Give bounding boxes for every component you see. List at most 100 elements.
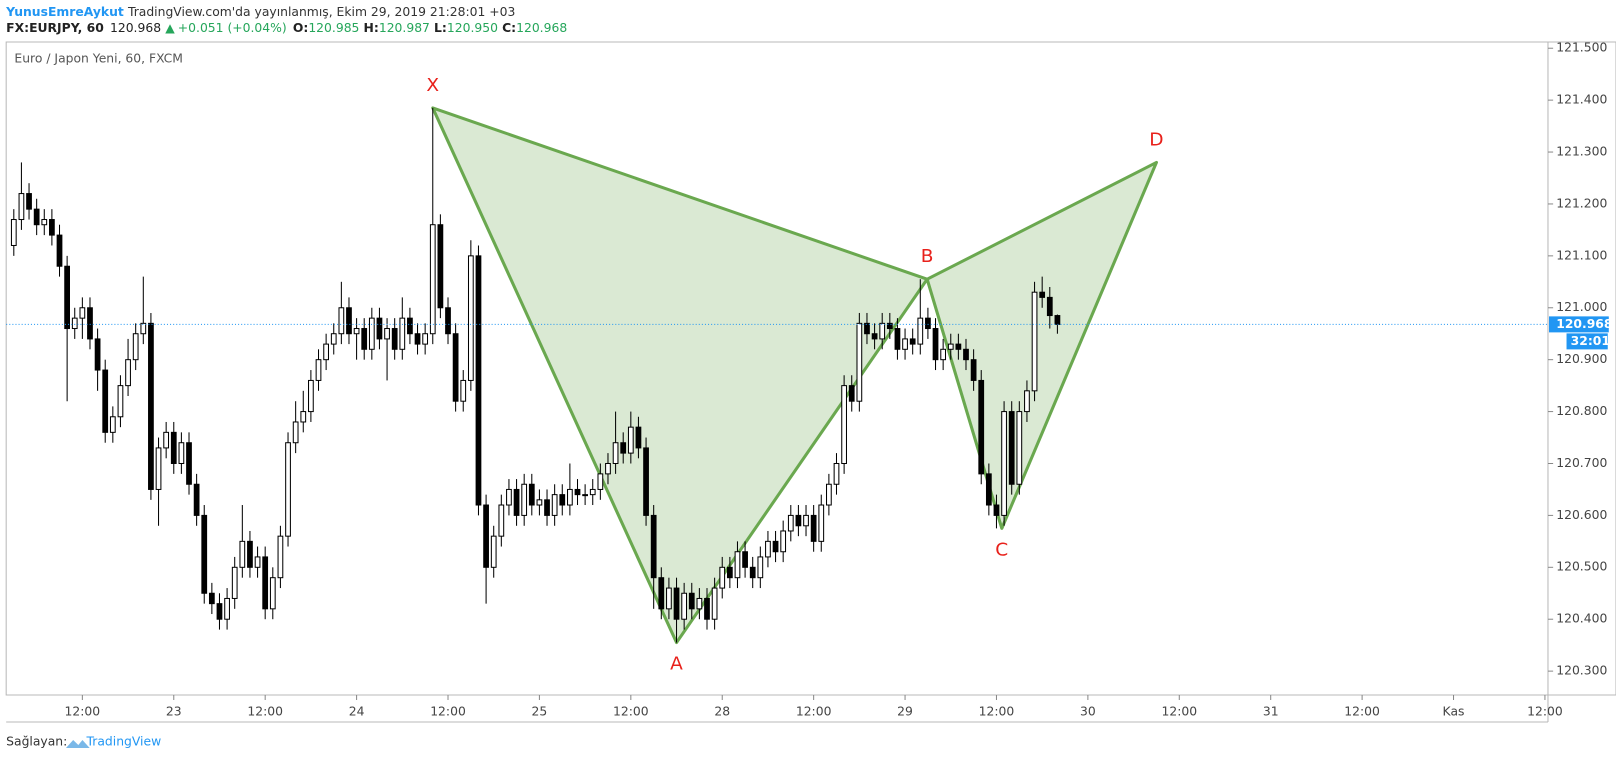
candle-body <box>483 504 489 568</box>
y-tick-label: 120.300 <box>1556 664 1607 678</box>
candle-body <box>559 494 566 506</box>
candle-body <box>506 488 512 506</box>
candle-body <box>681 592 688 620</box>
candle-body <box>650 514 657 579</box>
candle-body <box>742 551 748 568</box>
candle-body <box>902 338 908 350</box>
countdown-label: 32:01 <box>1571 334 1610 348</box>
candle-body <box>643 447 649 516</box>
candle-body <box>71 317 78 330</box>
x-tick-label: 29 <box>897 705 913 719</box>
h-value: 120.987 <box>379 21 430 35</box>
candle-body <box>231 566 238 599</box>
candle-body <box>490 535 497 568</box>
candle-body <box>330 333 337 345</box>
candle-body <box>978 379 985 475</box>
candle-body <box>254 556 261 568</box>
candle-body <box>216 603 223 620</box>
candle-body <box>765 540 771 558</box>
x-tick-label: 12:00 <box>1344 705 1380 719</box>
candle-body <box>597 473 604 490</box>
candle-body <box>726 566 733 579</box>
candle-body <box>841 385 847 464</box>
candle-body <box>170 431 177 464</box>
h-label: H: <box>364 21 379 35</box>
candle-body <box>292 421 299 444</box>
header-line-1: YunusEmreAykut TradingView.com'da yayınla… <box>5 5 515 19</box>
candle-body <box>749 566 756 579</box>
candle-body <box>346 307 352 335</box>
candle-body <box>666 587 672 610</box>
pattern-label: B <box>921 246 934 267</box>
candle-body <box>932 328 939 361</box>
candle-body <box>551 494 558 516</box>
published: TradingView.com'da yayınlanmış, Ekim 29,… <box>127 5 515 19</box>
candle-body <box>894 328 901 350</box>
candle-body <box>567 488 573 506</box>
candle-body <box>132 333 139 361</box>
y-tick-label: 120.900 <box>1556 352 1607 366</box>
candle-body <box>384 328 390 340</box>
author[interactable]: YunusEmreAykut <box>5 5 124 19</box>
candle-body <box>64 265 71 330</box>
candle-body <box>772 540 779 553</box>
candle-body <box>925 317 931 330</box>
candle-body <box>18 193 25 221</box>
y-tick-label: 120.800 <box>1556 404 1607 418</box>
x-tick-label: 12:00 <box>796 705 832 719</box>
candle-body <box>475 255 482 506</box>
candle-body <box>178 442 185 464</box>
symbol: FX:EURJPY, 60 <box>6 21 104 35</box>
l-label: L: <box>434 21 447 35</box>
candle-body <box>528 483 535 506</box>
candle-body <box>186 442 192 485</box>
plot-layer: 121.500 121.400 121.300 121.200 121.100 121.0… <box>6 41 1613 719</box>
candle-body <box>148 322 154 490</box>
candle-body <box>125 359 131 387</box>
y-tick-label: 121.000 <box>1556 300 1607 314</box>
candle-body <box>300 411 307 423</box>
candle-body <box>109 416 116 433</box>
candle-body <box>627 426 634 454</box>
candle-body <box>574 488 581 496</box>
candle-body <box>696 597 703 610</box>
candle-body <box>247 540 253 568</box>
candle-body <box>780 530 787 553</box>
candle-body <box>886 322 893 330</box>
x-tick-label: 25 <box>532 705 548 719</box>
footer-prefix: Sağlayan: <box>6 735 67 749</box>
candle-body <box>445 307 451 335</box>
candle-body <box>688 592 695 610</box>
footer-brand[interactable]: TradingView <box>86 735 162 749</box>
candle-body <box>1054 315 1061 325</box>
x-tick-label: Kas <box>1443 705 1465 719</box>
candle-body <box>262 556 269 610</box>
candle-body <box>368 317 375 350</box>
pattern-area <box>925 160 1158 530</box>
candle-body <box>658 577 665 610</box>
candle-body <box>1016 411 1023 485</box>
candle-body <box>422 333 429 345</box>
candle-body <box>605 462 611 475</box>
candle-body <box>391 328 398 350</box>
x-tick-label: 28 <box>714 705 730 719</box>
candle-body <box>719 566 726 589</box>
candle-body <box>1031 291 1038 392</box>
candle-body <box>711 587 718 620</box>
o-label: O: <box>293 21 308 35</box>
candle-body <box>536 499 543 506</box>
candle-body <box>10 219 17 246</box>
y-tick-label: 121.500 <box>1556 41 1607 55</box>
candle-body <box>513 488 520 516</box>
candle-body <box>1024 390 1030 413</box>
y-tick-label: 121.300 <box>1556 145 1607 159</box>
last-price-label: 120.968 <box>1556 317 1612 331</box>
x-tick-label: 12:00 <box>65 705 101 719</box>
candle-body <box>467 255 474 381</box>
candle-body <box>917 317 924 345</box>
candle-body <box>361 328 368 350</box>
candle-body <box>871 333 878 340</box>
candle-body <box>620 442 627 454</box>
